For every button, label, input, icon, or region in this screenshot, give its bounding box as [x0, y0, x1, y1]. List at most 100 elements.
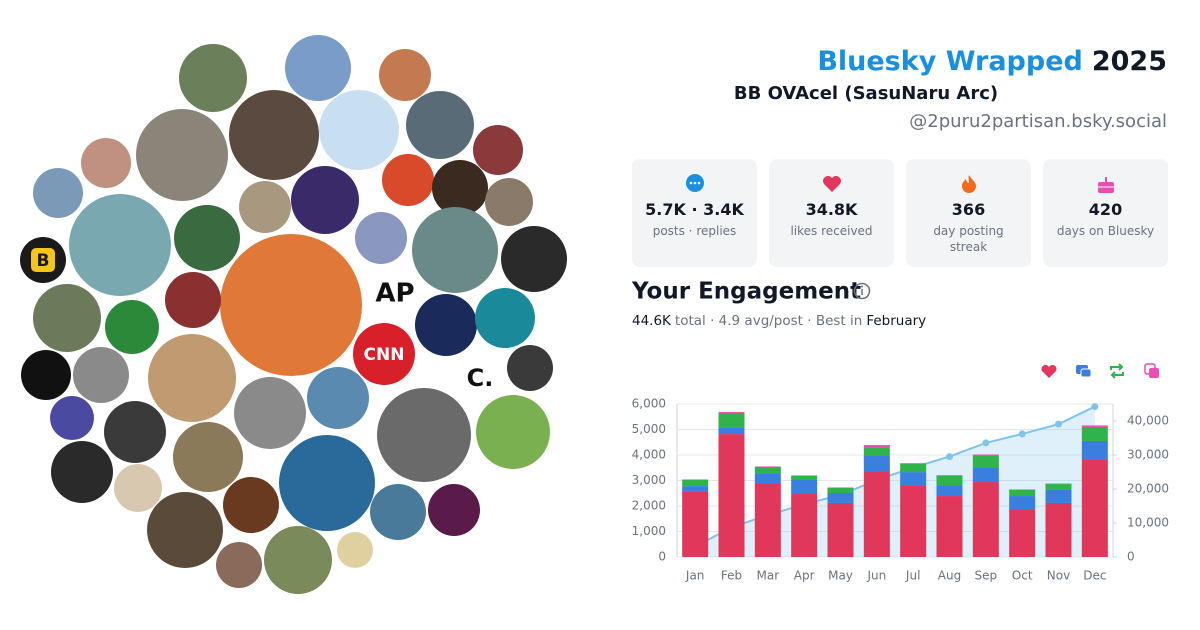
legend-icon [1080, 368, 1092, 378]
bar-segment [791, 479, 818, 495]
info-icon[interactable] [853, 282, 871, 300]
bar-segment [936, 475, 963, 486]
avatar[interactable] [485, 178, 533, 226]
bar-segment [682, 486, 709, 492]
avatar[interactable] [264, 526, 332, 594]
y-tick-label: 3,000 [632, 473, 666, 487]
avatar[interactable] [473, 125, 523, 175]
title-brand: Bluesky Wrapped [817, 46, 1083, 77]
legend-toggle[interactable] [1144, 363, 1159, 378]
avatar[interactable] [370, 484, 426, 540]
bar-segment [1009, 496, 1036, 510]
avatar[interactable] [337, 532, 373, 568]
avatar[interactable] [379, 49, 431, 101]
avatar[interactable] [33, 284, 101, 352]
avatar[interactable] [428, 484, 480, 536]
avatar[interactable] [69, 194, 171, 296]
bar-segment [1045, 502, 1072, 557]
avatar[interactable] [114, 464, 162, 512]
avatar[interactable] [377, 388, 471, 482]
avatar[interactable] [179, 44, 247, 112]
legend-toggle[interactable] [1110, 363, 1124, 379]
bar-segment [827, 492, 854, 503]
avatar[interactable] [475, 288, 535, 348]
bar-segment [900, 472, 927, 486]
stat-value: 34.8K [805, 200, 858, 219]
avatar[interactable] [51, 441, 113, 503]
section-title: Your Engagement [631, 279, 861, 305]
stat-label: likes received [790, 224, 873, 238]
bar-segment [718, 427, 745, 435]
bar-segment [1045, 483, 1072, 485]
avatar[interactable] [319, 90, 399, 170]
avatar[interactable] [220, 234, 362, 376]
avatar[interactable] [173, 422, 243, 492]
avatar[interactable] [415, 294, 477, 356]
bar-segment [1081, 459, 1108, 557]
summary-detail: total · 4.9 avg/post · Best in [675, 313, 862, 329]
bar-segment [936, 496, 963, 557]
avatar[interactable] [147, 492, 223, 568]
avatar[interactable] [21, 350, 71, 400]
avatar[interactable] [507, 345, 553, 391]
avatar[interactable] [432, 160, 488, 216]
bar-segment [754, 466, 781, 474]
y-tick-label: 1,000 [632, 524, 666, 538]
avatar[interactable] [229, 90, 319, 180]
bar-segment [791, 494, 818, 557]
bar-segment [827, 487, 854, 488]
display-name: BB OVAcel (SasuNaru Arc) [734, 83, 998, 104]
bar-segment [754, 473, 781, 484]
y-tick-label: 2,000 [632, 499, 666, 513]
bar-segment [863, 447, 890, 457]
avatar[interactable] [104, 401, 166, 463]
avatar[interactable] [73, 347, 129, 403]
avatar[interactable] [50, 396, 94, 440]
avatar[interactable] [239, 181, 291, 233]
avatar[interactable] [355, 212, 407, 264]
avatar[interactable] [165, 272, 221, 328]
avatar[interactable] [476, 395, 550, 469]
avatar[interactable] [223, 477, 279, 533]
avatar[interactable] [216, 542, 262, 588]
x-tick-label: Feb [721, 569, 742, 583]
avatar[interactable] [279, 435, 375, 531]
x-tick-label: Aug [938, 569, 961, 583]
avatar[interactable] [105, 300, 159, 354]
avatar[interactable] [501, 226, 567, 292]
avatar[interactable] [148, 334, 236, 422]
avatar[interactable] [234, 377, 306, 449]
x-tick-label: May [828, 569, 853, 583]
legend-toggle[interactable] [1041, 364, 1057, 378]
y2-tick-label: 0 [1127, 550, 1135, 564]
avatar[interactable] [136, 109, 228, 201]
title-year: 2025 [1092, 46, 1167, 77]
bar-segment [972, 454, 999, 457]
y-tick-label: 4,000 [632, 448, 666, 462]
stat-value: 420 [1088, 200, 1123, 219]
avatar[interactable] [382, 154, 434, 206]
bar-segment [972, 468, 999, 483]
avatar[interactable] [353, 323, 415, 385]
avatar[interactable] [33, 168, 83, 218]
stat-label: days on Bluesky [1056, 224, 1155, 238]
avatar[interactable] [370, 265, 420, 315]
avatar[interactable] [406, 91, 474, 159]
bar-segment [718, 434, 745, 557]
avatar[interactable] [307, 367, 369, 429]
avatar-logo: CNN [364, 345, 405, 365]
summary-total: 44.6K [632, 313, 672, 329]
bar-segment [972, 482, 999, 557]
avatar[interactable] [285, 35, 351, 101]
stat-value: 5.7K · 3.4K [645, 200, 744, 219]
avatar[interactable] [462, 360, 498, 396]
summary: 44.6K total · 4.9 avg/post · Best in Febru… [632, 313, 926, 329]
bar-segment [718, 412, 745, 428]
avatar[interactable] [174, 205, 240, 271]
legend-toggle[interactable] [1076, 365, 1092, 378]
avatar[interactable] [412, 207, 498, 293]
bar-segment [1045, 489, 1072, 503]
avatar[interactable] [291, 166, 359, 234]
avatar[interactable] [81, 138, 131, 188]
